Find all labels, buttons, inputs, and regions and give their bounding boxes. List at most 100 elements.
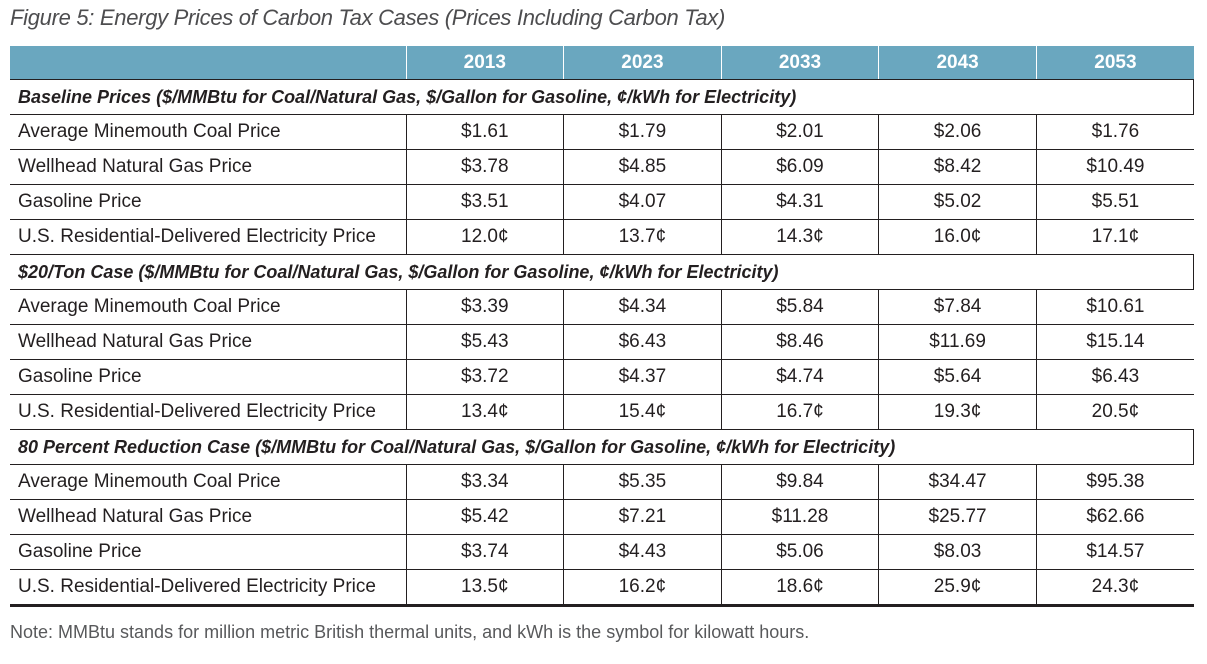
table-row: Wellhead Natural Gas Price $5.42 $7.21 $11.… [10, 499, 1194, 535]
table-row: Gasoline Price $3.72 $4.37 $4.74 $5.64 $6.43 [10, 359, 1194, 395]
price-cell: $8.42 [878, 149, 1037, 185]
price-cell: 19.3¢ [878, 394, 1037, 430]
price-cell: $2.01 [720, 114, 879, 150]
price-cell: $3.78 [405, 149, 564, 185]
price-cell: $5.51 [1035, 184, 1194, 220]
price-cell: $6.43 [1035, 359, 1194, 395]
row-label: Average Minemouth Coal Price [10, 464, 406, 500]
row-label: Gasoline Price [10, 184, 406, 220]
table-row: Wellhead Natural Gas Price $5.43 $6.43 $8.4… [10, 324, 1194, 360]
price-cell: $5.43 [405, 324, 564, 360]
price-cell: $7.21 [563, 499, 722, 535]
price-cell: 16.0¢ [878, 219, 1037, 255]
price-cell: $8.03 [878, 534, 1037, 570]
table-row: Wellhead Natural Gas Price $3.78 $4.85 $6.0… [10, 149, 1194, 185]
row-label: Average Minemouth Coal Price [10, 289, 406, 325]
year-header: 2013 [405, 46, 564, 80]
row-label: U.S. Residential-Delivered Electricity P… [10, 569, 406, 607]
price-cell: $5.06 [720, 534, 879, 570]
year-header: 2023 [563, 46, 722, 80]
price-cell: $95.38 [1035, 464, 1194, 500]
table-row: Average Minemouth Coal Price $3.39 $4.34 $5… [10, 289, 1194, 325]
table-row: U.S. Residential-Delivered Electricity P… [10, 394, 1194, 430]
price-cell: $4.34 [563, 289, 722, 325]
price-cell: $4.85 [563, 149, 722, 185]
row-label: Wellhead Natural Gas Price [10, 324, 406, 360]
price-cell: $10.49 [1035, 149, 1194, 185]
section-heading: Baseline Prices ($/MMBtu for Coal/Natura… [10, 79, 1195, 115]
table-row: Gasoline Price $3.51 $4.07 $4.31 $5.02 $5.51 [10, 184, 1194, 220]
section-heading-row: $20/Ton Case ($/MMBtu for Coal/Natural G… [10, 254, 1195, 290]
price-cell: 14.3¢ [720, 219, 879, 255]
price-cell: $25.77 [878, 499, 1037, 535]
row-label: U.S. Residential-Delivered Electricity P… [10, 394, 406, 430]
section-heading: $20/Ton Case ($/MMBtu for Coal/Natural G… [10, 254, 1195, 290]
figure-title: Figure 5: Energy Prices of Carbon Tax Ca… [10, 5, 726, 30]
section-heading: 80 Percent Reduction Case ($/MMBtu for C… [10, 429, 1195, 465]
table-row: Average Minemouth Coal Price $3.34 $5.35 $9… [10, 464, 1194, 500]
year-header: 2033 [720, 46, 879, 80]
table-row: Gasoline Price $3.74 $4.43 $5.06 $8.03 $14.57 [10, 534, 1194, 570]
price-cell: $5.02 [878, 184, 1037, 220]
row-label: Average Minemouth Coal Price [10, 114, 406, 150]
price-cell: $4.07 [563, 184, 722, 220]
price-cell: $11.28 [720, 499, 879, 535]
table-row: U.S. Residential-Delivered Electricity P… [10, 569, 1194, 607]
price-cell: $11.69 [878, 324, 1037, 360]
price-cell: $4.31 [720, 184, 879, 220]
row-label: U.S. Residential-Delivered Electricity P… [10, 219, 406, 255]
price-cell: $9.84 [720, 464, 879, 500]
price-cell: $4.37 [563, 359, 722, 395]
price-cell: $4.43 [563, 534, 722, 570]
price-cell: $5.42 [405, 499, 564, 535]
header-label-cell [10, 46, 406, 80]
price-cell: $5.84 [720, 289, 879, 325]
energy-price-table: 2013 2023 2033 2043 2053 Baseline Prices… [10, 46, 1195, 607]
price-cell: 13.7¢ [563, 219, 722, 255]
year-header: 2043 [878, 46, 1037, 80]
row-label: Wellhead Natural Gas Price [10, 499, 406, 535]
year-header: 2053 [1035, 46, 1194, 80]
price-cell: $14.57 [1035, 534, 1194, 570]
price-cell: 12.0¢ [405, 219, 564, 255]
price-cell: $4.74 [720, 359, 879, 395]
price-cell: $6.43 [563, 324, 722, 360]
price-cell: $1.76 [1035, 114, 1194, 150]
price-cell: 18.6¢ [720, 569, 879, 607]
price-cell: 25.9¢ [878, 569, 1037, 607]
price-cell: $1.61 [405, 114, 564, 150]
price-cell: $7.84 [878, 289, 1037, 325]
price-cell: 16.2¢ [563, 569, 722, 607]
row-label: Gasoline Price [10, 359, 406, 395]
price-cell: $3.74 [405, 534, 564, 570]
price-cell: $3.34 [405, 464, 564, 500]
price-cell: 16.7¢ [720, 394, 879, 430]
price-cell: $2.06 [878, 114, 1037, 150]
table-row: Average Minemouth Coal Price $1.61 $1.79 $2… [10, 114, 1194, 150]
price-cell: 13.5¢ [405, 569, 564, 607]
price-cell: $1.79 [563, 114, 722, 150]
table-note: Note: MMBtu stands for million metric Br… [10, 622, 810, 642]
price-cell: $3.72 [405, 359, 564, 395]
price-cell: $10.61 [1035, 289, 1194, 325]
price-cell: 20.5¢ [1035, 394, 1194, 430]
price-cell: 24.3¢ [1035, 569, 1194, 607]
year-header-row: 2013 2023 2033 2043 2053 [10, 46, 1194, 80]
price-cell: $5.64 [878, 359, 1037, 395]
price-cell: $3.51 [405, 184, 564, 220]
table-row: U.S. Residential-Delivered Electricity P… [10, 219, 1194, 255]
section-heading-row: 80 Percent Reduction Case ($/MMBtu for C… [10, 429, 1195, 465]
price-cell: 17.1¢ [1035, 219, 1194, 255]
price-cell: 13.4¢ [405, 394, 564, 430]
section-heading-row: Baseline Prices ($/MMBtu for Coal/Natura… [10, 79, 1195, 115]
row-label: Gasoline Price [10, 534, 406, 570]
price-cell: $62.66 [1035, 499, 1194, 535]
price-cell: $8.46 [720, 324, 879, 360]
price-cell: $3.39 [405, 289, 564, 325]
price-cell: $5.35 [563, 464, 722, 500]
price-cell: $34.47 [878, 464, 1037, 500]
price-cell: 15.4¢ [563, 394, 722, 430]
row-label: Wellhead Natural Gas Price [10, 149, 406, 185]
price-cell: $6.09 [720, 149, 879, 185]
price-cell: $15.14 [1035, 324, 1194, 360]
